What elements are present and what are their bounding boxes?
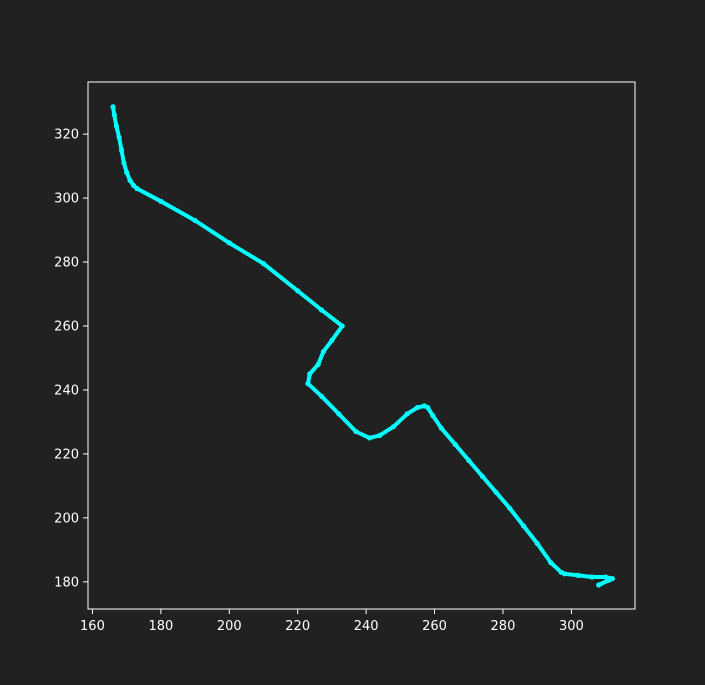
data-point <box>507 505 513 511</box>
data-point <box>493 489 499 495</box>
y-tick-label: 240 <box>54 383 79 398</box>
data-point <box>319 393 325 399</box>
x-tick-label: 200 <box>217 619 242 634</box>
x-tick-label: 280 <box>491 619 516 634</box>
data-point <box>110 104 116 110</box>
data-point <box>134 185 140 192</box>
y-tick-label: 220 <box>54 447 79 462</box>
data-point <box>226 240 232 246</box>
x-tick-label: 240 <box>354 619 379 634</box>
x-tick-label: 260 <box>422 619 447 634</box>
x-tick-label: 220 <box>285 619 310 634</box>
data-point <box>430 412 436 419</box>
data-point <box>320 349 326 355</box>
data-point <box>319 307 325 313</box>
data-point <box>353 428 359 435</box>
data-point <box>390 424 397 430</box>
data-point <box>466 457 472 463</box>
series-line <box>111 104 615 587</box>
y-tick-label: 280 <box>54 256 79 271</box>
data-point <box>603 574 609 580</box>
data-point <box>121 160 127 166</box>
y-tick-label: 320 <box>54 128 79 143</box>
y-tick-label: 200 <box>54 511 79 526</box>
data-point <box>575 572 581 579</box>
data-point <box>127 177 133 184</box>
data-point <box>366 435 373 441</box>
data-point <box>130 182 137 188</box>
data-point <box>425 404 431 411</box>
data-point <box>438 425 444 431</box>
data-point <box>336 411 342 417</box>
data-point <box>315 361 321 367</box>
x-axis: 160 180 200 220 240 260 280 300 <box>80 609 584 634</box>
data-point <box>561 571 568 577</box>
data-point <box>589 574 595 580</box>
data-point <box>329 337 335 343</box>
data-point <box>452 441 458 447</box>
y-tick-label: 300 <box>54 192 79 207</box>
data-point <box>606 577 612 583</box>
data-point <box>113 123 119 129</box>
x-tick-label: 180 <box>148 619 173 634</box>
data-point <box>295 288 301 294</box>
data-point <box>260 261 267 267</box>
data-point <box>307 371 313 377</box>
data-point <box>305 381 311 387</box>
data-point <box>111 112 117 118</box>
chart-marks <box>110 104 616 588</box>
data-point <box>520 523 527 529</box>
data-point <box>377 432 383 438</box>
data-point <box>534 540 540 547</box>
y-tick-label: 260 <box>54 319 79 334</box>
data-point <box>548 560 554 566</box>
x-tick-label: 160 <box>80 619 105 634</box>
data-point <box>118 147 125 153</box>
x-tick-label: 300 <box>559 619 584 634</box>
y-axis: 180 200 220 240 260 280 300 320 <box>54 128 88 590</box>
y-tick-label: 180 <box>54 575 79 590</box>
data-point <box>404 411 410 417</box>
data-point <box>116 134 122 140</box>
plot-frame <box>87 81 636 610</box>
data-point <box>192 217 198 224</box>
data-point <box>124 169 130 176</box>
data-point <box>339 323 345 329</box>
data-point <box>158 198 164 204</box>
data-point <box>414 404 420 411</box>
data-point <box>479 473 485 479</box>
data-point <box>596 582 602 588</box>
